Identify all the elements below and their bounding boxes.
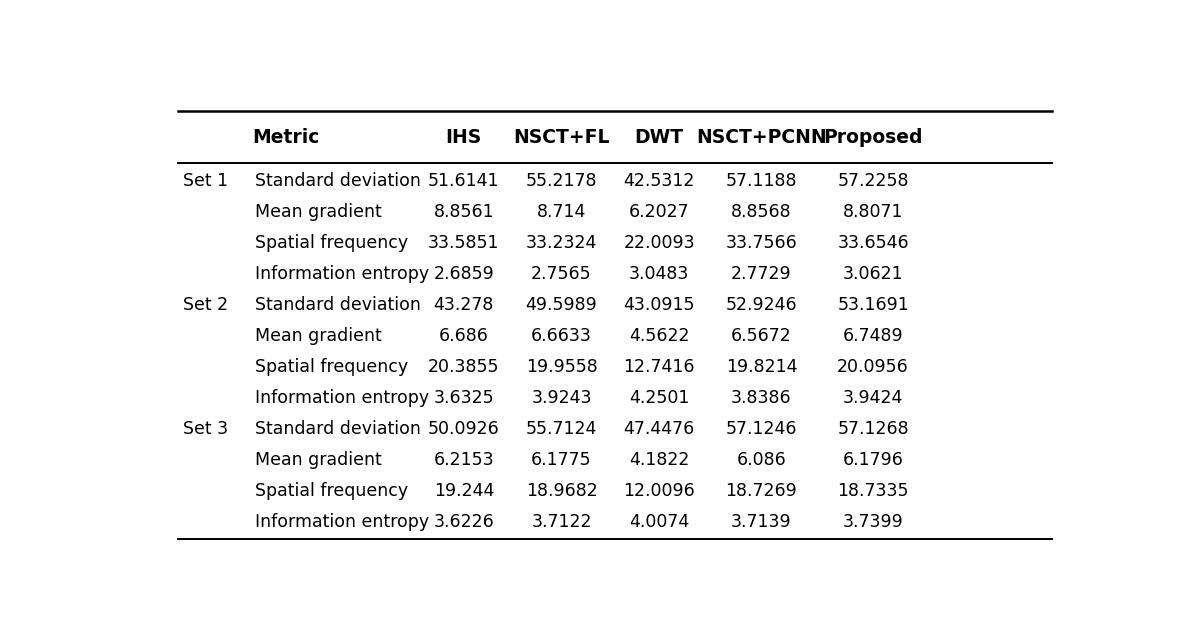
Text: 51.6141: 51.6141 (428, 172, 499, 190)
Text: 4.5622: 4.5622 (629, 327, 690, 345)
Text: 18.7269: 18.7269 (726, 482, 797, 500)
Text: 12.0096: 12.0096 (623, 482, 695, 500)
Text: 12.7416: 12.7416 (624, 358, 695, 376)
Text: Set 3: Set 3 (182, 420, 228, 438)
Text: 49.5989: 49.5989 (526, 296, 598, 314)
Text: 8.8561: 8.8561 (433, 203, 494, 221)
Text: Spatial frequency: Spatial frequency (256, 482, 408, 500)
Text: 3.6226: 3.6226 (433, 512, 494, 531)
Text: Standard deviation: Standard deviation (256, 172, 421, 190)
Text: 6.1775: 6.1775 (532, 450, 592, 469)
Text: 20.3855: 20.3855 (428, 358, 499, 376)
Text: Set 1: Set 1 (182, 172, 228, 190)
Text: 55.7124: 55.7124 (526, 420, 598, 438)
Text: 3.8386: 3.8386 (731, 389, 792, 407)
Text: 6.686: 6.686 (439, 327, 488, 345)
Text: Mean gradient: Mean gradient (256, 203, 382, 221)
Text: 33.7566: 33.7566 (726, 234, 797, 252)
Text: Standard deviation: Standard deviation (256, 420, 421, 438)
Text: 55.2178: 55.2178 (526, 172, 598, 190)
Text: Information entropy: Information entropy (256, 389, 430, 407)
Text: 3.7122: 3.7122 (532, 512, 592, 531)
Text: IHS: IHS (445, 128, 482, 147)
Text: 57.2258: 57.2258 (838, 172, 908, 190)
Text: 3.7399: 3.7399 (842, 512, 904, 531)
Text: Mean gradient: Mean gradient (256, 450, 382, 469)
Text: 8.8568: 8.8568 (731, 203, 792, 221)
Text: NSCT+FL: NSCT+FL (514, 128, 610, 147)
Text: Metric: Metric (252, 128, 319, 147)
Text: Mean gradient: Mean gradient (256, 327, 382, 345)
Text: 3.0621: 3.0621 (842, 265, 904, 283)
Text: 6.2153: 6.2153 (433, 450, 494, 469)
Text: 57.1246: 57.1246 (726, 420, 797, 438)
Text: 43.0915: 43.0915 (624, 296, 695, 314)
Text: 6.6633: 6.6633 (532, 327, 592, 345)
Text: Standard deviation: Standard deviation (256, 296, 421, 314)
Text: 19.8214: 19.8214 (726, 358, 797, 376)
Text: 8.714: 8.714 (536, 203, 587, 221)
Text: Spatial frequency: Spatial frequency (256, 234, 408, 252)
Text: 2.7565: 2.7565 (532, 265, 592, 283)
Text: 33.2324: 33.2324 (526, 234, 598, 252)
Text: 53.1691: 53.1691 (838, 296, 908, 314)
Text: 3.9424: 3.9424 (842, 389, 904, 407)
Text: 3.7139: 3.7139 (731, 512, 792, 531)
Text: 42.5312: 42.5312 (624, 172, 695, 190)
Text: 22.0093: 22.0093 (623, 234, 695, 252)
Text: Proposed: Proposed (823, 128, 923, 147)
Text: 4.2501: 4.2501 (629, 389, 689, 407)
Text: 20.0956: 20.0956 (838, 358, 908, 376)
Text: Set 2: Set 2 (182, 296, 228, 314)
Text: 8.8071: 8.8071 (842, 203, 904, 221)
Text: 6.5672: 6.5672 (731, 327, 792, 345)
Text: 6.086: 6.086 (737, 450, 786, 469)
Text: 33.6546: 33.6546 (838, 234, 908, 252)
Text: Information entropy: Information entropy (256, 265, 430, 283)
Text: 4.1822: 4.1822 (629, 450, 689, 469)
Text: 3.0483: 3.0483 (629, 265, 689, 283)
Text: 57.1268: 57.1268 (838, 420, 908, 438)
Text: 43.278: 43.278 (433, 296, 494, 314)
Text: 18.7335: 18.7335 (838, 482, 908, 500)
Text: 33.5851: 33.5851 (428, 234, 499, 252)
Text: 18.9682: 18.9682 (526, 482, 598, 500)
Text: NSCT+PCNN: NSCT+PCNN (696, 128, 827, 147)
Text: 47.4476: 47.4476 (624, 420, 695, 438)
Text: DWT: DWT (635, 128, 684, 147)
Text: 19.9558: 19.9558 (526, 358, 598, 376)
Text: 50.0926: 50.0926 (428, 420, 499, 438)
Text: 52.9246: 52.9246 (726, 296, 797, 314)
Text: 6.7489: 6.7489 (842, 327, 904, 345)
Text: 6.2027: 6.2027 (629, 203, 690, 221)
Text: 4.0074: 4.0074 (629, 512, 689, 531)
Text: 57.1188: 57.1188 (726, 172, 797, 190)
Text: Spatial frequency: Spatial frequency (256, 358, 408, 376)
Text: 2.6859: 2.6859 (433, 265, 494, 283)
Text: 3.9243: 3.9243 (532, 389, 592, 407)
Text: 2.7729: 2.7729 (731, 265, 792, 283)
Text: Information entropy: Information entropy (256, 512, 430, 531)
Text: 3.6325: 3.6325 (433, 389, 494, 407)
Text: 6.1796: 6.1796 (842, 450, 904, 469)
Text: 19.244: 19.244 (433, 482, 494, 500)
